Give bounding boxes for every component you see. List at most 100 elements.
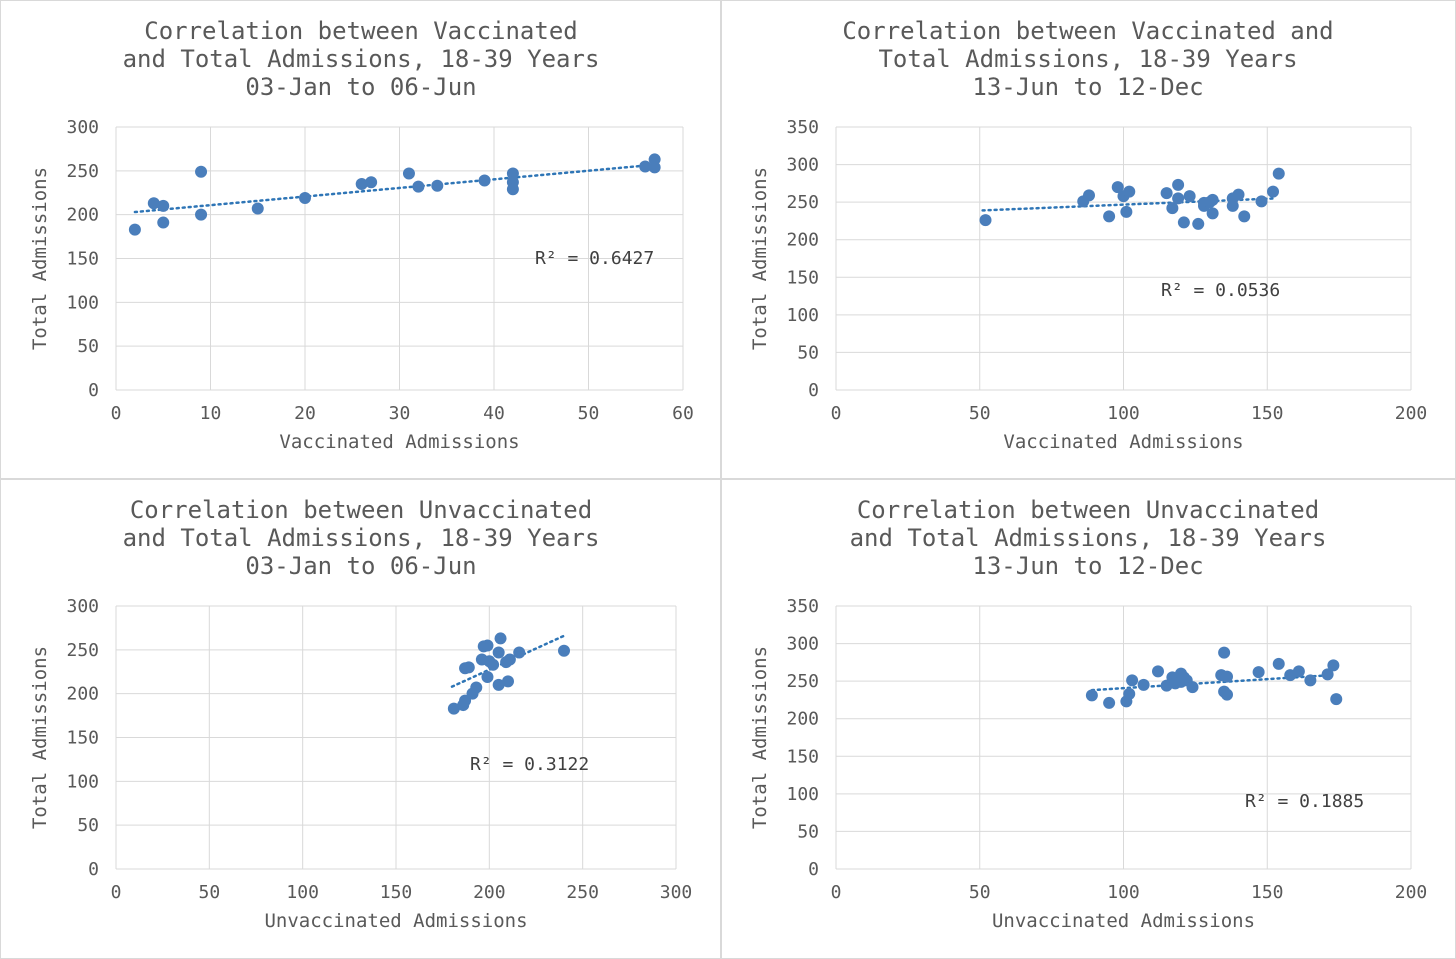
data-point	[1177, 216, 1190, 229]
y-tick-label: 0	[808, 859, 819, 880]
chart-panel-3: Correlation between Unvaccinated and Tota…	[0, 479, 721, 959]
data-point	[1226, 199, 1239, 212]
y-axis-label: Total Admissions	[29, 167, 51, 350]
chart-title-line: Correlation between Vaccinated	[144, 17, 577, 45]
x-tick-label: 0	[111, 403, 122, 424]
data-point	[195, 208, 208, 221]
data-point	[1252, 666, 1265, 679]
y-tick-label: 200	[786, 709, 819, 730]
y-tick-label: 250	[66, 161, 99, 182]
data-point	[1137, 678, 1150, 691]
x-tick-label: 40	[483, 403, 505, 424]
data-point	[502, 675, 514, 688]
data-point	[1272, 657, 1285, 670]
chart-title-line: and Total Admissions, 18-39 Years	[123, 524, 600, 552]
r-squared-label: R² = 0.1885	[1245, 791, 1364, 812]
x-axis-label: Vaccinated Admissions	[279, 431, 519, 453]
x-tick-label: 150	[380, 882, 413, 903]
data-point	[1238, 210, 1251, 223]
y-tick-label: 200	[66, 684, 99, 705]
data-point	[558, 644, 570, 657]
data-point	[157, 199, 170, 212]
y-tick-label: 0	[88, 380, 99, 401]
data-point	[1166, 202, 1179, 215]
y-axis-label: Total Admissions	[749, 167, 771, 350]
x-tick-label: 100	[1107, 882, 1140, 903]
data-point	[1120, 205, 1133, 218]
data-point	[979, 214, 992, 227]
data-point	[492, 678, 505, 691]
data-point	[513, 646, 526, 659]
y-tick-label: 100	[786, 305, 819, 326]
y-tick-label: 300	[66, 596, 99, 617]
data-point	[1206, 207, 1219, 220]
data-point	[481, 639, 494, 652]
r-squared-label: R² = 0.0536	[1161, 280, 1280, 301]
data-point	[1123, 185, 1136, 198]
data-point	[478, 174, 491, 187]
x-tick-label: 200	[473, 882, 506, 903]
data-point	[402, 167, 415, 180]
chart-title-line: 13-Jun to 12-Dec	[972, 73, 1203, 101]
chart-panel-2: Correlation between Vaccinated and Total …	[721, 0, 1456, 479]
chart-title-line: Correlation between Unvaccinated	[130, 496, 592, 524]
r-squared-label: R² = 0.3122	[470, 754, 589, 775]
data-point	[365, 176, 378, 189]
data-point	[1327, 659, 1340, 672]
linear-trendline	[133, 163, 656, 214]
y-tick-label: 100	[66, 292, 99, 313]
y-tick-label: 50	[77, 336, 99, 357]
data-point	[1255, 195, 1268, 208]
x-axis-label: Vaccinated Admissions	[1003, 431, 1243, 453]
x-tick-label: 20	[294, 403, 316, 424]
data-point	[481, 671, 494, 684]
x-tick-label: 0	[831, 882, 842, 903]
data-point	[251, 202, 264, 215]
data-point	[1292, 665, 1305, 678]
data-point	[459, 694, 472, 707]
y-tick-label: 200	[786, 230, 819, 251]
y-tick-label: 150	[786, 267, 819, 288]
data-point	[648, 161, 661, 174]
y-tick-label: 300	[66, 117, 99, 138]
data-point	[1126, 674, 1139, 687]
y-tick-label: 300	[786, 634, 819, 655]
scatter-chart: Correlation between Vaccinated andTotal …	[749, 17, 1428, 453]
y-tick-label: 250	[786, 671, 819, 692]
data-point	[1111, 181, 1124, 194]
data-point	[1083, 189, 1095, 202]
data-point	[1103, 696, 1116, 709]
data-point	[1152, 665, 1164, 678]
x-tick-label: 50	[969, 882, 991, 903]
data-point	[487, 658, 500, 671]
chart-panel-1: Correlation between Vaccinated and Total …	[0, 0, 721, 479]
x-axis-label: Unvaccinated Admissions	[264, 910, 527, 932]
data-point	[1192, 217, 1205, 230]
chart-title-line: Correlation between Unvaccinated	[857, 496, 1319, 524]
data-point	[1103, 210, 1116, 223]
data-point	[1218, 646, 1231, 659]
data-point	[157, 216, 170, 229]
x-tick-label: 300	[660, 882, 693, 903]
data-point	[639, 160, 652, 173]
chart-title-line: Correlation between Vaccinated and	[842, 17, 1333, 45]
data-point	[506, 183, 519, 196]
y-tick-label: 0	[88, 859, 99, 880]
r-squared-label: R² = 0.6427	[535, 248, 654, 269]
data-point	[1321, 668, 1334, 681]
x-tick-label: 150	[1251, 882, 1284, 903]
y-tick-label: 300	[786, 155, 819, 176]
data-point	[147, 197, 160, 210]
data-point	[355, 177, 368, 190]
data-point	[1304, 674, 1317, 687]
y-tick-label: 250	[66, 640, 99, 661]
x-tick-label: 60	[672, 403, 694, 424]
x-tick-label: 100	[1107, 403, 1140, 424]
data-point	[503, 653, 516, 666]
data-point	[1172, 178, 1185, 191]
y-tick-label: 100	[786, 784, 819, 805]
chart-title-line: Total Admissions, 18-39 Years	[878, 45, 1297, 73]
x-tick-label: 200	[1395, 403, 1428, 424]
data-point	[1183, 190, 1196, 203]
